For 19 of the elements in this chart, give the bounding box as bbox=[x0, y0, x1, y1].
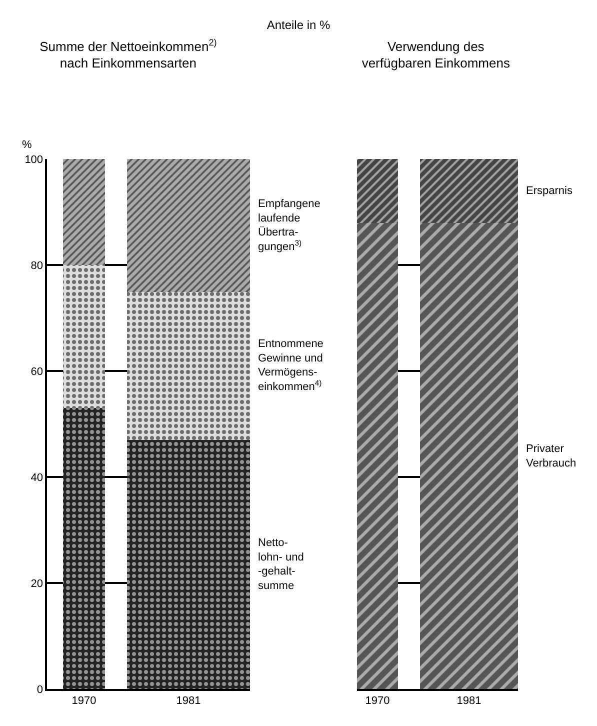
chart-title: Verwendung des verfügbaren Einkommens bbox=[362, 38, 510, 71]
x-tick-label: 1970 bbox=[72, 695, 96, 708]
y-tick-label: 100 bbox=[24, 154, 44, 166]
chart-title: Summe der Nettoeinkommen$^{2)}$ nach Einkommensarten bbox=[40, 37, 217, 71]
series-label: Netto- lohn- und -gehalt- summe bbox=[258, 537, 304, 592]
y-tick-label: 20 bbox=[30, 578, 44, 590]
x-tick-label: 1970 bbox=[365, 695, 390, 708]
series-label: Privater Verbrauch bbox=[526, 443, 576, 470]
y-axis-title: % bbox=[22, 139, 32, 151]
y-tick-label: 40 bbox=[30, 472, 44, 484]
series-label: Ersparnis bbox=[526, 185, 573, 197]
x-tick-label: 1981 bbox=[456, 695, 482, 708]
x-tick-label: 1981 bbox=[176, 695, 201, 708]
y-tick-label: 80 bbox=[30, 260, 44, 272]
series-label: Entnommene Gewinne und Vermögens- einkommen$^{4)}$ bbox=[258, 338, 324, 393]
y-tick-label: 0 bbox=[36, 684, 44, 696]
y-tick-label: 60 bbox=[30, 366, 44, 378]
text: Anteile in % bbox=[266, 18, 332, 32]
series-label: Empfangene laufende Übertra- gungen$^{3)}$ bbox=[258, 198, 320, 253]
